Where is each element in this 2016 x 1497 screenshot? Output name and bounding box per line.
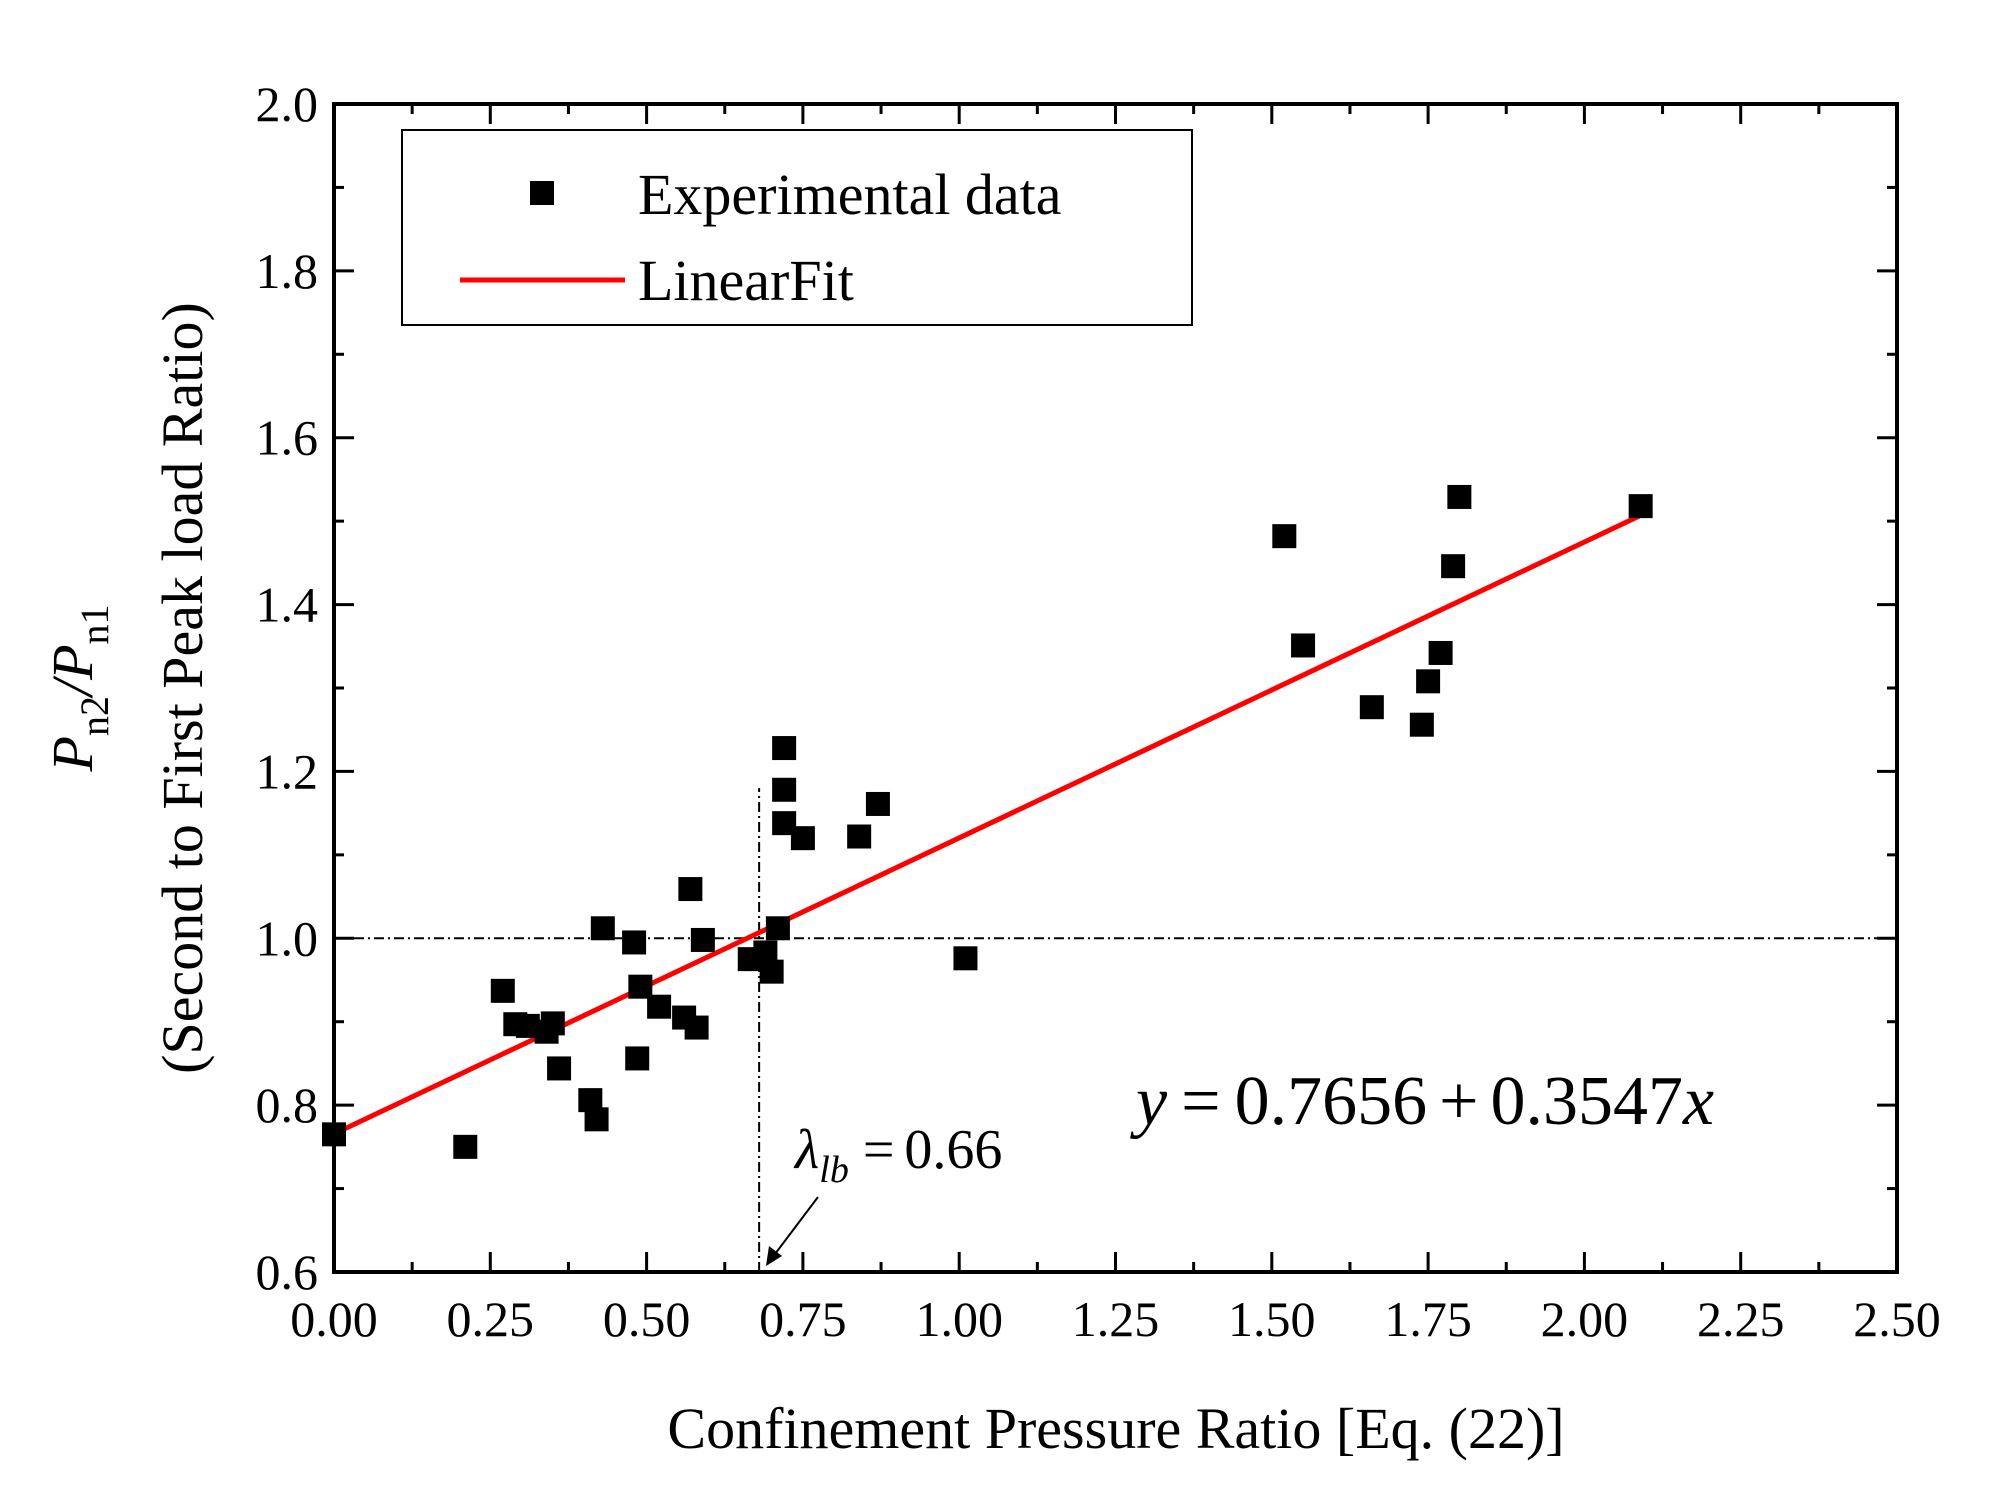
axis-ticks	[332, 102, 1899, 1274]
x-tick-label-8: 2.00	[1541, 1291, 1629, 1347]
y-axis-slash-p: /P	[40, 645, 105, 700]
lambda-subscript: lb	[819, 1149, 849, 1191]
lambda-arrow-shaft	[771, 1196, 819, 1259]
data-point-38	[1628, 494, 1653, 519]
data-point-33	[1409, 712, 1434, 737]
data-point-16	[678, 877, 703, 902]
data-point-35	[1428, 640, 1453, 665]
legend-box	[401, 129, 1193, 326]
data-points	[322, 484, 1653, 1159]
y-tick-label-2: 1.0	[256, 910, 319, 966]
linear-fit-line	[332, 513, 1642, 1137]
y-tick-label-7: 2.0	[256, 76, 319, 132]
x-tick-label-10: 2.50	[1853, 1291, 1941, 1347]
data-point-18	[690, 927, 715, 952]
y-tick-label-5: 1.6	[256, 410, 319, 466]
lambda-value: 0.66	[904, 1119, 1002, 1181]
equation-slope: 0.3547	[1491, 1063, 1684, 1140]
data-point-26	[790, 826, 815, 851]
x-tick-labels: 0.00 0.25 0.50 0.75 1.00 1.25 1.50 1.75 2.00 2.25…	[290, 1291, 1941, 1347]
legend: Experimental data LinearFit	[401, 129, 1193, 326]
lambda-symbol: λ	[793, 1119, 819, 1181]
y-axis-sub1: n2	[72, 696, 117, 736]
y-tick-labels: 0.6 0.8 1.0 1.2 1.4 1.6 1.8 2.0	[256, 76, 319, 1300]
x-tick-label-0: 0.00	[290, 1291, 378, 1347]
equation-x: x	[1682, 1063, 1714, 1140]
data-point-6	[540, 1011, 565, 1036]
data-point-13	[628, 974, 653, 999]
data-point-37	[1447, 484, 1472, 509]
legend-label-linearfit: LinearFit	[638, 248, 854, 313]
data-point-30	[1272, 524, 1297, 549]
y-tick-label-3: 1.2	[256, 743, 319, 799]
data-point-29	[953, 946, 978, 971]
x-tick-label-6: 1.50	[1228, 1291, 1316, 1347]
data-point-7	[547, 1056, 572, 1081]
lambda-annotation: λlb = 0.66	[793, 1119, 1002, 1191]
x-tick-label-4: 1.00	[915, 1291, 1003, 1347]
x-tick-label-7: 1.75	[1384, 1291, 1472, 1347]
data-point-32	[1359, 695, 1384, 720]
x-tick-label-1: 0.25	[447, 1291, 535, 1347]
y-tick-label-6: 1.8	[256, 243, 319, 299]
equation-plus: +	[1439, 1063, 1478, 1140]
legend-marker-experimental	[530, 181, 554, 205]
lambda-arrow-head	[766, 1246, 782, 1266]
data-point-17	[684, 1015, 709, 1040]
y-axis-sub2: n1	[72, 605, 117, 645]
data-point-12	[625, 1046, 650, 1071]
data-point-21	[759, 959, 784, 984]
y-tick-label-1: 0.8	[256, 1077, 319, 1133]
x-tick-label-3: 0.75	[759, 1291, 847, 1347]
data-point-34	[1416, 669, 1441, 694]
data-point-28	[865, 791, 890, 816]
x-tick-label-5: 1.25	[1072, 1291, 1160, 1347]
data-point-11	[622, 930, 647, 955]
data-point-22	[765, 916, 790, 941]
x-tick-label-9: 2.25	[1697, 1291, 1785, 1347]
y-tick-label-4: 1.4	[256, 577, 319, 633]
y-tick-label-0: 0.6	[256, 1244, 319, 1300]
y-axis-symbol-p: P	[40, 736, 105, 772]
x-axis-title: Confinement Pressure Ratio [Eq. (22)]	[667, 1396, 1564, 1461]
data-point-2	[490, 978, 515, 1003]
legend-label-experimental: Experimental data	[638, 162, 1062, 227]
data-point-23	[772, 736, 797, 761]
x-tick-label-2: 0.50	[603, 1291, 691, 1347]
data-point-10	[590, 916, 615, 941]
y-axis-title-line2: (Second to First Peak load Ratio)	[150, 302, 215, 1074]
data-point-1	[453, 1134, 478, 1159]
y-axis-title: Pn2/Pn1 (Second to First Peak load Ratio…	[40, 302, 215, 1074]
reference-lines	[334, 788, 1897, 1272]
data-point-36	[1441, 554, 1466, 579]
data-point-14	[647, 994, 672, 1019]
data-point-9	[584, 1107, 609, 1132]
equation-y: y	[1130, 1063, 1168, 1140]
equation-equals: =	[1181, 1063, 1220, 1140]
fit-equation: y = 0.7656 +0.3547x	[1130, 1063, 1714, 1140]
lambda-equals: =	[863, 1119, 895, 1181]
equation-intercept: 0.7656	[1235, 1063, 1428, 1140]
data-point-31	[1291, 633, 1316, 658]
linear-fit-line-group	[332, 513, 1642, 1137]
data-point-27	[847, 824, 872, 849]
svg-text:Pn2/Pn1: Pn2/Pn1	[40, 605, 117, 773]
data-point-24	[772, 777, 797, 802]
